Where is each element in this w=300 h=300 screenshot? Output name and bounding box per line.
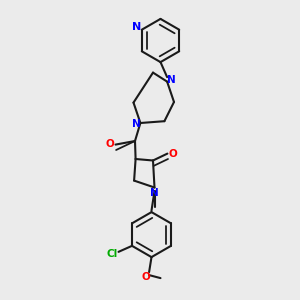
Text: N: N [132, 22, 141, 32]
Text: O: O [168, 148, 177, 159]
Text: N: N [132, 119, 141, 129]
Text: N: N [167, 75, 176, 85]
Text: Cl: Cl [107, 249, 118, 259]
Text: O: O [106, 139, 115, 149]
Text: N: N [150, 188, 159, 198]
Text: O: O [141, 272, 150, 282]
